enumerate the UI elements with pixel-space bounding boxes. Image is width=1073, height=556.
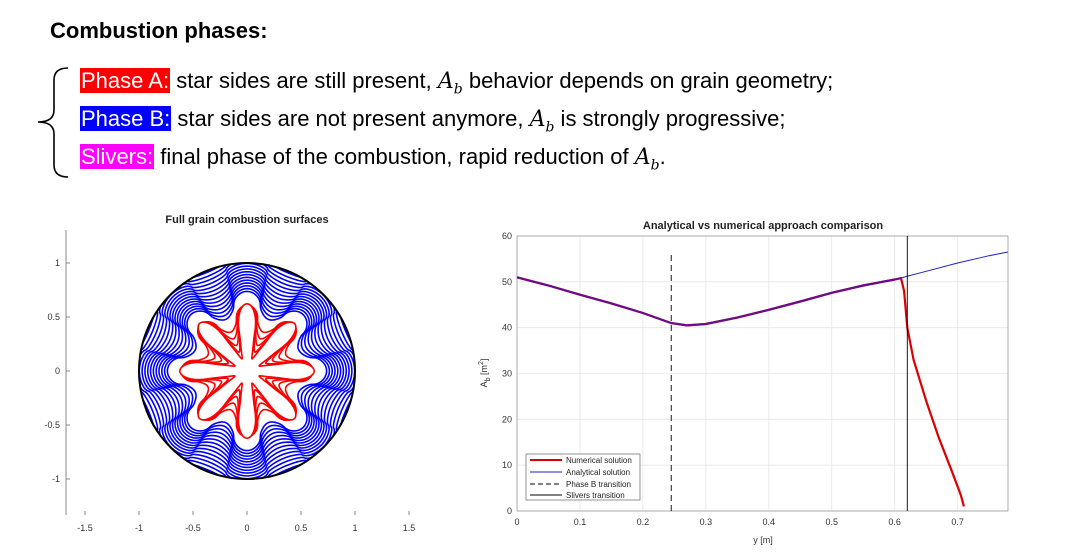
phase-b-text-end: is strongly progressive; [554, 106, 786, 131]
analytical-solution-line [516, 251, 1009, 326]
right-x-tick-label: 0.5 [825, 517, 838, 527]
slivers-text: final phase of the combustion, rapid red… [154, 144, 635, 169]
ab-symbol: Ab [529, 107, 555, 136]
right-plot-frame [516, 235, 1009, 512]
right-x-tick-label: 0.2 [637, 517, 650, 527]
legend-phase-b: Phase B transition [566, 480, 631, 489]
right-y-tick-label: 50 [502, 277, 512, 287]
legend-analytical: Analytical solution [566, 468, 630, 477]
left-x-tick-label: 1 [352, 523, 357, 533]
comparison-plot: Analytical vs numerical approach compari… [478, 220, 1009, 545]
right-y-tick-label: 60 [502, 231, 512, 241]
phase-a-text-end: behavior depends on grain geometry; [462, 68, 834, 93]
right-x-label: y [m] [753, 535, 773, 545]
legend-slivers: Slivers transition [566, 491, 625, 500]
right-y-tick-label: 20 [502, 414, 512, 424]
left-y-tick-label: 0 [55, 366, 60, 376]
right-y-tick-label: 30 [502, 369, 512, 379]
phase-a-text: star sides are still present, [170, 68, 438, 93]
right-x-tick-label: 0.3 [700, 517, 713, 527]
left-x-tick-label: 0.5 [295, 523, 308, 533]
phase-b-line: Phase B: star sides are not present anym… [80, 106, 786, 135]
right-y-tick-label: 0 [507, 506, 512, 516]
ab-symbol: Ab [634, 145, 660, 174]
chart-legend: Numerical solution Analytical solution P… [525, 453, 641, 501]
page-heading: Combustion phases: [50, 18, 268, 43]
right-y-label: Ab [m2] [478, 359, 492, 388]
left-x-tick-label: -1 [135, 523, 143, 533]
left-x-tick-label: 0 [244, 523, 249, 533]
phase-a-tag: Phase A: [80, 68, 171, 93]
grain-outer-boundary [138, 262, 356, 480]
right-x-tick-label: 0.7 [951, 517, 964, 527]
slivers-tag: Slivers: [80, 144, 155, 169]
phase-a-contour [179, 303, 315, 439]
left-y-tick-label: -0.5 [44, 420, 60, 430]
right-x-tick-label: 0 [514, 517, 519, 527]
right-y-tick-label: 40 [502, 323, 512, 333]
phase-a-line: Phase A: star sides are still present, A… [80, 68, 833, 97]
left-x-tick-label: 1.5 [403, 523, 416, 533]
phase-b-tag: Phase B: [80, 106, 172, 131]
right-y-tick-label: 10 [502, 460, 512, 470]
legend-box [525, 453, 641, 501]
phase-b-text: star sides are not present anymore, [171, 106, 530, 131]
slivers-line: Slivers: final phase of the combustion, … [80, 144, 666, 173]
ab-symbol: Ab [437, 69, 463, 98]
combustion-surfaces-plot: Full grain combustion surfaces -1.5 -1 -0.… [44, 214, 415, 533]
left-y-tick-label: -1 [52, 474, 60, 484]
left-plot-title: Full grain combustion surfaces [165, 214, 328, 226]
right-plot-title: Analytical vs numerical approach compari… [643, 220, 884, 232]
overlap-line [516, 276, 895, 327]
left-y-tick-label: 1 [55, 258, 60, 268]
legend-numerical: Numerical solution [566, 456, 632, 465]
left-x-tick-label: -1.5 [77, 523, 93, 533]
slivers-text-end: . [659, 144, 666, 169]
right-x-tick-label: 0.6 [888, 517, 901, 527]
curly-brace [37, 67, 69, 178]
right-x-tick-label: 0.4 [763, 517, 776, 527]
left-x-tick-label: -0.5 [185, 523, 201, 533]
right-x-tick-label: 0.1 [574, 517, 587, 527]
left-y-tick-label: 0.5 [47, 312, 60, 322]
